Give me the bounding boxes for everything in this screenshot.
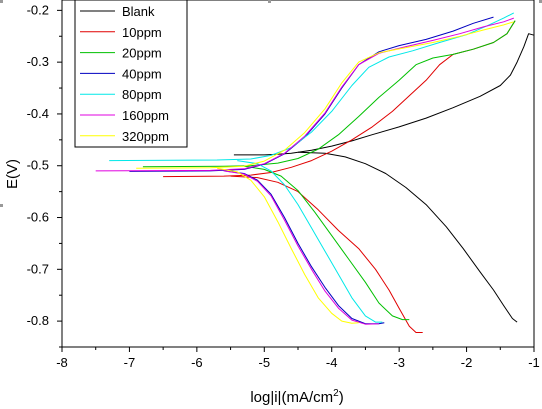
y-tick-label: -0.3 [27,54,49,69]
series-layer [95,12,535,333]
x-axis-title-main: log|i|(mA/cm [250,389,333,406]
y-axis: -0.8 -0.7 -0.6 -0.5 -0.4 -0.3 -0.2 [27,2,62,348]
corner-marker-top-right [268,0,271,3]
x-axis: -8 -7 -6 -5 -4 -3 -2 -1 [56,347,540,370]
y-tick-label: -0.2 [27,2,49,17]
y-tick-label: -0.8 [27,313,49,328]
y-tick-label: -0.5 [27,158,49,173]
x-tick-label: -8 [56,355,68,370]
legend-label-160ppm: 160ppm [122,108,169,123]
x-tick-label: -1 [528,355,540,370]
series-line-20ppm [142,20,516,168]
x-tick-label: -6 [191,355,203,370]
series-line-40ppm [129,16,494,172]
series-line-160ppm [95,17,514,172]
series-line-40ppm [223,170,385,325]
x-tick-label: -3 [393,355,405,370]
series-line-blank [297,151,518,323]
series-line-20ppm [244,165,410,321]
x-tick-label: -5 [259,355,271,370]
legend: Blank 10ppm 20ppm 40ppm 80ppm 160ppm 320ppm [74,0,188,148]
corner-marker-right [539,0,542,3]
legend-label-blank: Blank [122,4,155,19]
x-tick-label: -4 [326,355,338,370]
series-line-320ppm [217,167,359,324]
series-line-80ppm [237,160,383,323]
x-axis-title-close: ) [339,389,344,406]
x-tick-label: -2 [461,355,473,370]
legend-label-40ppm: 40ppm [122,66,162,81]
y-tick-label: -0.4 [27,106,49,121]
x-tick-label: -7 [124,355,136,370]
series-line-320ppm [136,21,514,169]
legend-label-80ppm: 80ppm [122,87,162,102]
x-axis-title: log|i|(mA/cm2) [250,388,343,406]
x-axis-title-sup: 2 [333,388,339,399]
legend-label-320ppm: 320ppm [122,129,169,144]
series-line-160ppm [223,170,379,325]
corner-marker-top-left [0,0,3,3]
series-line-80ppm [109,12,515,162]
legend-label-10ppm: 10ppm [122,25,162,40]
series-line-blank [233,33,535,156]
y-axis-title: E(V) [4,159,21,189]
series-line-10ppm [163,20,516,178]
series-line-10ppm [230,175,423,333]
y-tick-label: -0.6 [27,210,49,225]
legend-label-20ppm: 20ppm [122,46,162,61]
y-tick-label: -0.7 [27,261,49,276]
corner-marker-left-mid [0,204,3,207]
